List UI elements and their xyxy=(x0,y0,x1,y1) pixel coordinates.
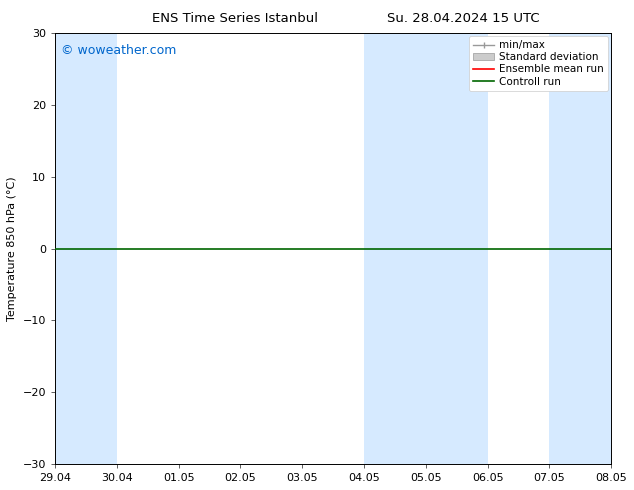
Y-axis label: Temperature 850 hPa (°C): Temperature 850 hPa (°C) xyxy=(7,176,17,321)
Text: Su. 28.04.2024 15 UTC: Su. 28.04.2024 15 UTC xyxy=(387,12,539,25)
Bar xyxy=(364,33,488,464)
Text: ENS Time Series Istanbul: ENS Time Series Istanbul xyxy=(152,12,318,25)
Bar xyxy=(550,33,634,464)
Text: © woweather.com: © woweather.com xyxy=(61,44,176,57)
Bar xyxy=(55,33,117,464)
Legend: min/max, Standard deviation, Ensemble mean run, Controll run: min/max, Standard deviation, Ensemble me… xyxy=(469,36,608,91)
